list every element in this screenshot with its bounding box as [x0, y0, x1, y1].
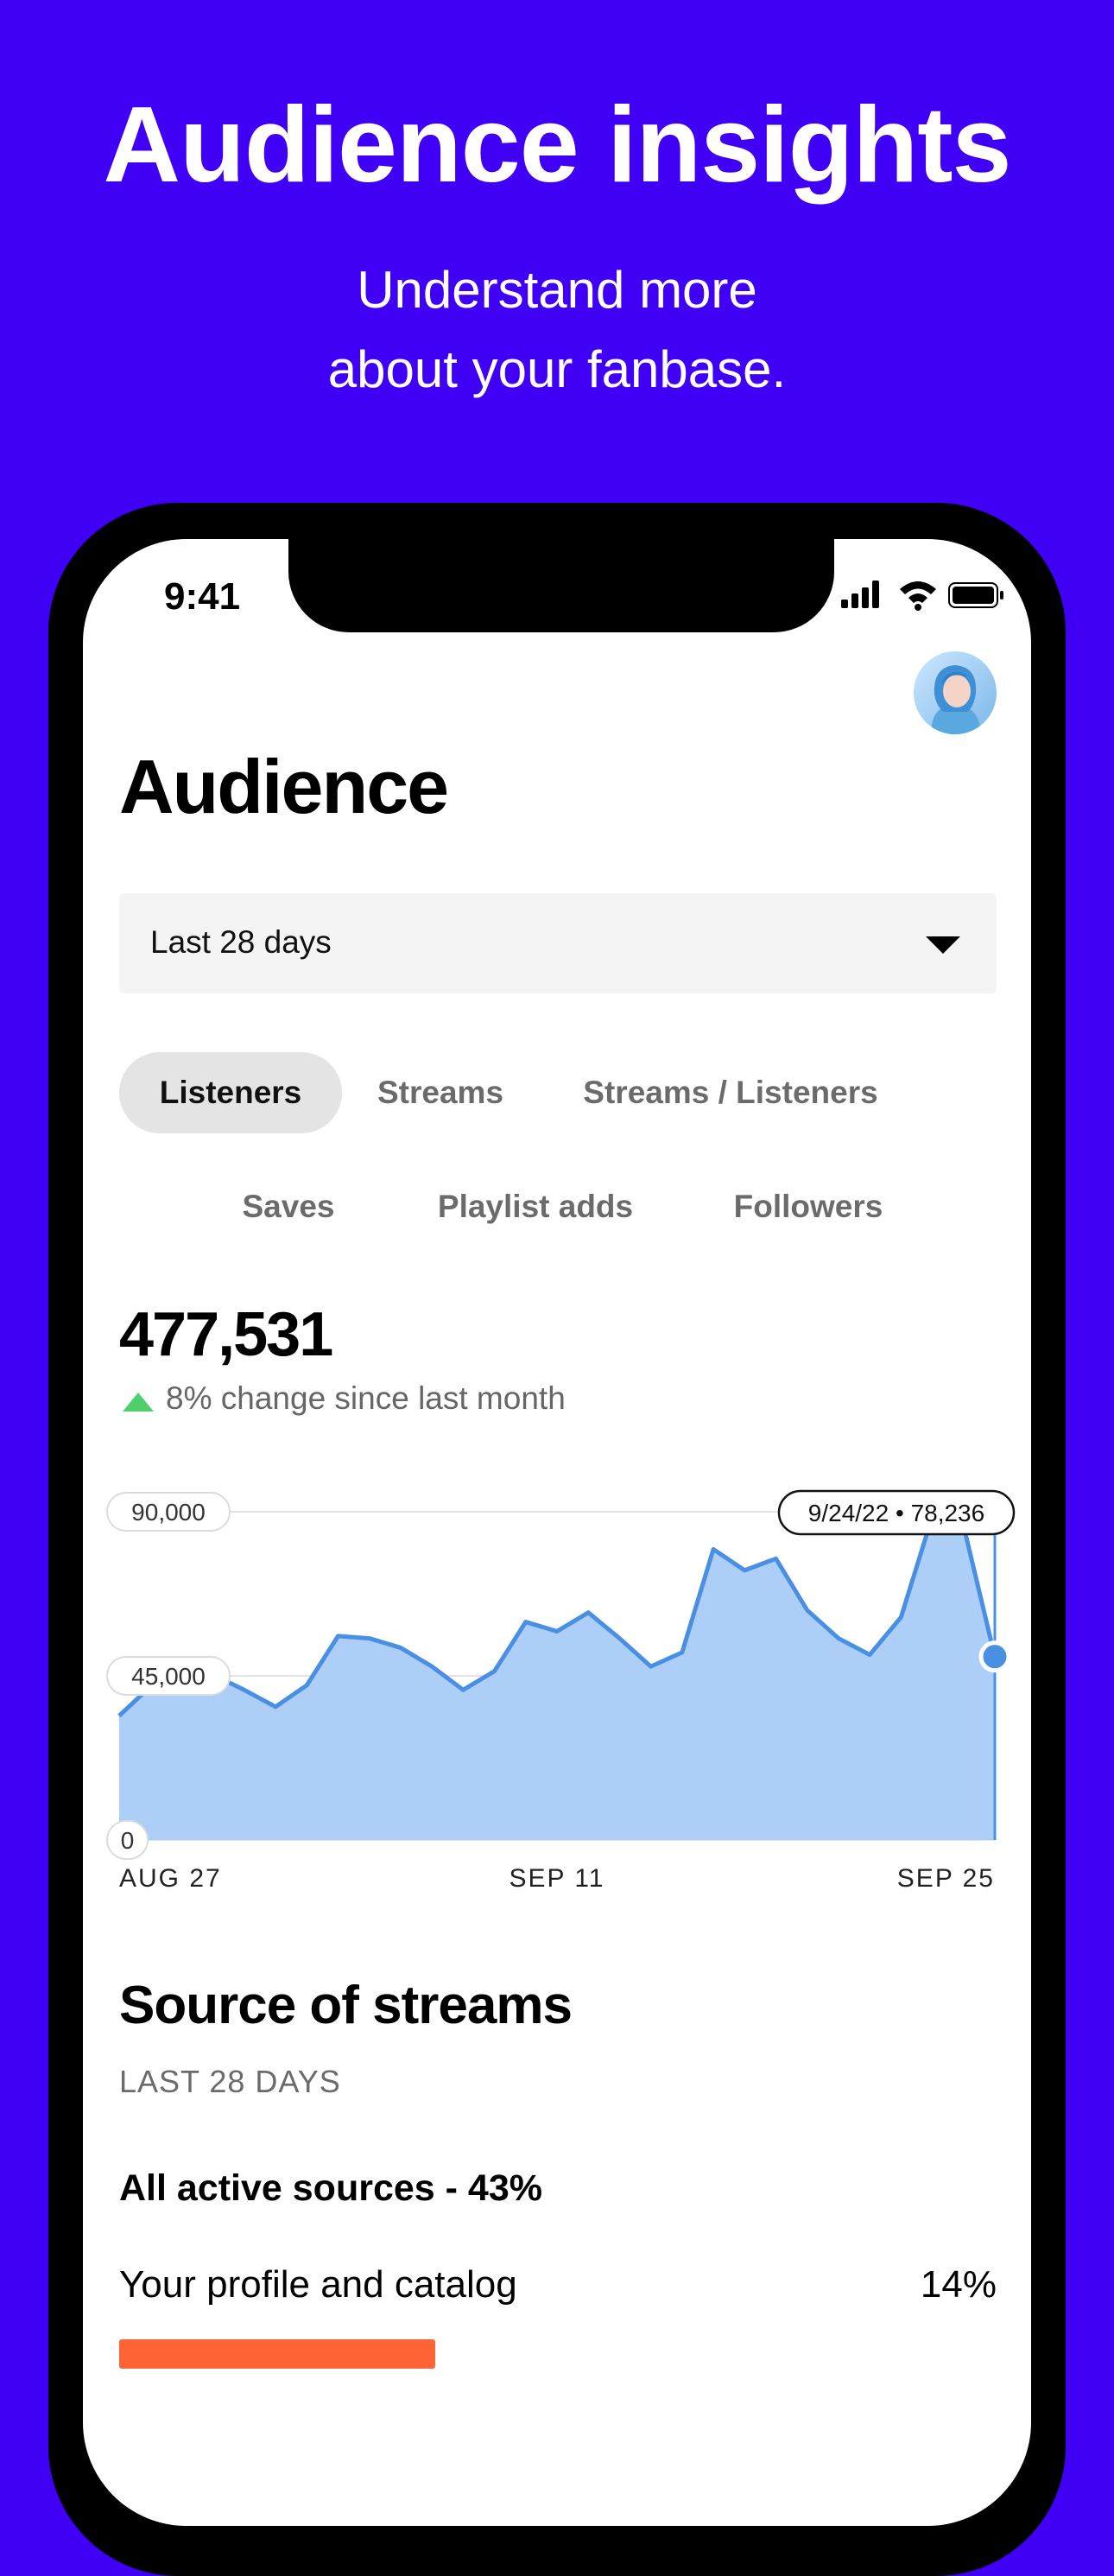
section-subtitle: LAST 28 DAYS [119, 2064, 341, 2099]
source-label: Your profile and catalog [119, 2263, 517, 2306]
metric-value: 477,531 [119, 1300, 333, 1369]
x-tick-label: SEP 11 [510, 1864, 605, 1893]
up-arrow-icon [123, 1393, 154, 1412]
y-tick-pill [106, 1492, 231, 1532]
tab-streams-per-listener[interactable]: Streams / Listeners [583, 1075, 878, 1110]
avatar-image [914, 651, 997, 734]
chart-tooltip-text: 9/24/22 • 78,236 [808, 1500, 984, 1526]
battery-icon [948, 582, 1003, 608]
y-tick-pill [106, 1820, 149, 1860]
promo-subline-line-1: Understand more [357, 261, 757, 319]
page-title: Audience [119, 744, 449, 829]
status-icons [841, 581, 1003, 611]
series-line [117, 1513, 997, 1717]
highlight-marker [978, 1640, 1011, 1673]
source-row: Your profile and catalog 14% [119, 2263, 997, 2315]
y-tick-label: 0 [121, 1827, 135, 1854]
tab-streams[interactable]: Streams [377, 1075, 504, 1110]
x-tick-label: AUG 27 [119, 1864, 222, 1893]
tab-listeners[interactable]: Listeners [119, 1052, 342, 1133]
active-sources-summary: All active sources - 43% [119, 2167, 542, 2209]
promo-subline-line-2: about your fanbase. [327, 340, 787, 398]
tab-playlist-adds[interactable]: Playlist adds [437, 1189, 634, 1224]
promo-subline: Understand more about your fanbase. [0, 251, 1114, 409]
wifi-icon [900, 581, 936, 611]
y-tick-label: 90,000 [131, 1499, 206, 1526]
y-tick-label: 45,000 [131, 1663, 206, 1690]
status-time: 9:41 [164, 575, 241, 618]
source-bar-track [119, 2339, 997, 2369]
section-title: Source of streams [119, 1976, 573, 2035]
tab-saves[interactable]: Saves [242, 1189, 335, 1224]
date-range-select[interactable]: Last 28 days [119, 893, 997, 993]
x-tick-label: SEP 25 [897, 1864, 995, 1893]
source-percent: 14% [920, 2263, 997, 2306]
chevron-down-icon [926, 936, 960, 954]
avatar[interactable] [914, 651, 997, 734]
promo-headline: Audience insights [103, 86, 1012, 205]
cellular-signal-icon [841, 581, 879, 608]
listeners-chart[interactable]: 90,000 45,000 0 9/24/22 • 78,236 AUG 27 SEP 1… [83, 1481, 1031, 1947]
chart-tooltip [777, 1489, 1016, 1536]
tab-followers[interactable]: Followers [733, 1189, 883, 1224]
metric-change-text: 8% change since last month [166, 1380, 566, 1416]
phone-screen: 9:41 [83, 539, 1031, 2526]
phone-notch [288, 539, 834, 632]
source-bar [119, 2339, 435, 2369]
y-tick-pill [106, 1656, 231, 1696]
date-range-value: Last 28 days [150, 924, 332, 960]
area-fill [119, 1516, 995, 1840]
